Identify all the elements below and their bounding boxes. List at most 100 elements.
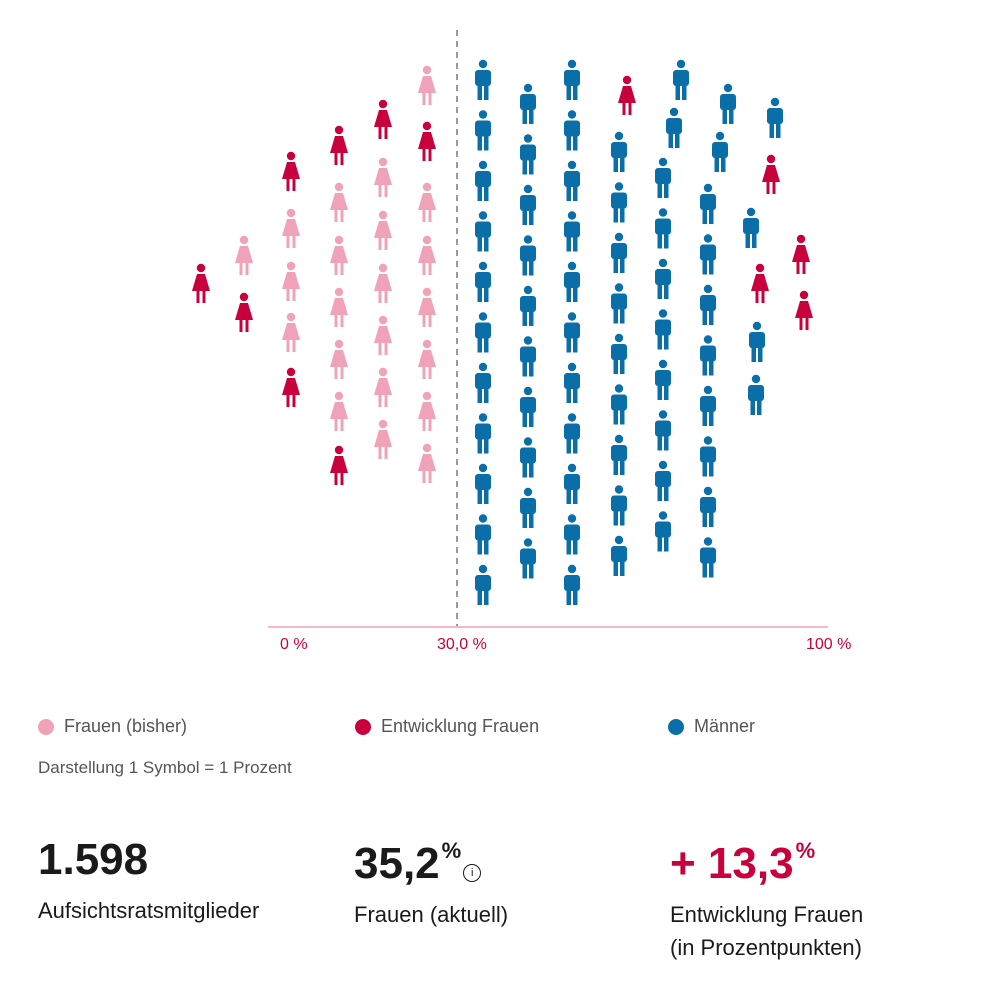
icon-woman-previous-5 bbox=[282, 312, 300, 352]
stat-women-change: + 13,3 % Entwicklung Frauen (in Prozentp… bbox=[670, 838, 863, 964]
icon-woman-previous-18 bbox=[374, 315, 392, 355]
icon-man-61 bbox=[712, 131, 728, 172]
legend-label-maenner: Männer bbox=[694, 716, 756, 736]
icon-man-62 bbox=[743, 207, 759, 248]
icon-man-46 bbox=[655, 410, 671, 451]
icon-woman-development-14 bbox=[330, 445, 348, 485]
stat-members: 1.598 Aufsichtsratsmitglieder bbox=[38, 838, 259, 927]
icon-man-23 bbox=[564, 160, 580, 201]
icon-man-56 bbox=[700, 537, 716, 578]
icon-man-9 bbox=[475, 514, 491, 555]
icon-man-43 bbox=[655, 258, 671, 299]
icon-woman-development-30 bbox=[618, 75, 636, 115]
legend-note: Darstellung 1 Symbol = 1 Prozent bbox=[38, 758, 292, 777]
icon-man-18 bbox=[520, 437, 536, 478]
icon-woman-previous-12 bbox=[330, 391, 348, 431]
icon-man-11 bbox=[520, 83, 536, 124]
icon-woman-development-0 bbox=[192, 263, 210, 303]
icon-man-19 bbox=[520, 487, 536, 528]
icon-man-52 bbox=[700, 335, 716, 376]
icon-woman-development-21 bbox=[374, 99, 392, 139]
icon-man-48 bbox=[655, 511, 671, 552]
info-icon[interactable]: i bbox=[463, 864, 482, 882]
icon-man-49 bbox=[700, 183, 716, 224]
icon-man-10 bbox=[475, 564, 491, 605]
icon-woman-previous-1 bbox=[235, 235, 253, 275]
legend-item-frauen-bisher: Frauen (bisher) bbox=[38, 716, 187, 737]
icon-woman-previous-8 bbox=[330, 182, 348, 222]
icon-man-60 bbox=[666, 107, 682, 148]
icon-man-28 bbox=[564, 413, 580, 454]
icon-man-12 bbox=[520, 134, 536, 175]
icon-man-24 bbox=[564, 211, 580, 252]
stat-women-current-value: 35,2 bbox=[354, 839, 440, 888]
icon-man-44 bbox=[655, 309, 671, 350]
icon-woman-previous-24 bbox=[418, 235, 436, 275]
icon-man-15 bbox=[520, 285, 536, 326]
icon-man-37 bbox=[611, 384, 627, 425]
stat-women-current-unit: % bbox=[441, 838, 462, 863]
axis-tick-0: 0 % bbox=[280, 636, 308, 653]
icon-man-5 bbox=[475, 312, 491, 353]
icon-man-53 bbox=[700, 385, 716, 426]
icon-woman-development-13 bbox=[330, 125, 348, 165]
icon-man-0 bbox=[475, 59, 491, 100]
icon-woman-development-31 bbox=[762, 154, 780, 194]
legend-item-maenner: Männer bbox=[668, 716, 755, 737]
icon-man-25 bbox=[564, 261, 580, 302]
icon-man-22 bbox=[564, 110, 580, 151]
icon-woman-development-34 bbox=[795, 290, 813, 330]
icon-woman-previous-10 bbox=[330, 287, 348, 327]
stat-women-change-label-line2: (in Prozentpunkten) bbox=[670, 935, 862, 960]
icon-man-58 bbox=[720, 83, 736, 124]
icon-man-47 bbox=[655, 460, 671, 501]
icon-man-42 bbox=[655, 208, 671, 249]
icon-man-51 bbox=[700, 284, 716, 325]
icon-man-31 bbox=[564, 564, 580, 605]
icon-man-36 bbox=[611, 333, 627, 374]
icon-woman-previous-4 bbox=[282, 261, 300, 301]
legend-dot-entwicklung-frauen bbox=[355, 718, 371, 735]
icon-woman-development-29 bbox=[418, 121, 436, 161]
icon-woman-previous-3 bbox=[282, 208, 300, 248]
icon-woman-development-33 bbox=[751, 263, 769, 303]
icon-man-6 bbox=[475, 362, 491, 403]
icon-man-27 bbox=[564, 362, 580, 403]
icon-man-2 bbox=[475, 160, 491, 201]
stat-women-change-label: Entwicklung Frauen (in Prozentpunkten) bbox=[670, 898, 863, 964]
axis-tick-30: 30,0 % bbox=[437, 636, 487, 653]
stat-women-current: 35,2 % i Frauen (aktuell) bbox=[354, 838, 508, 931]
legend-label-frauen-bisher: Frauen (bisher) bbox=[64, 716, 188, 736]
axis-baseline bbox=[268, 626, 828, 628]
icon-man-1 bbox=[475, 110, 491, 151]
icon-woman-previous-16 bbox=[374, 210, 392, 250]
icon-woman-previous-15 bbox=[374, 157, 392, 197]
icon-man-34 bbox=[611, 232, 627, 273]
pictogram-chart bbox=[192, 30, 828, 628]
icon-woman-previous-27 bbox=[418, 391, 436, 431]
icon-man-45 bbox=[655, 359, 671, 400]
icon-man-38 bbox=[611, 434, 627, 475]
icon-woman-previous-22 bbox=[418, 65, 436, 105]
stat-women-change-unit: % bbox=[795, 838, 816, 863]
icon-woman-previous-9 bbox=[330, 235, 348, 275]
icon-man-50 bbox=[700, 234, 716, 275]
icon-woman-previous-11 bbox=[330, 339, 348, 379]
icon-man-33 bbox=[611, 182, 627, 223]
icon-man-17 bbox=[520, 386, 536, 427]
icon-woman-development-2 bbox=[235, 292, 253, 332]
icon-man-13 bbox=[520, 184, 536, 225]
icon-man-4 bbox=[475, 261, 491, 302]
icon-man-14 bbox=[520, 235, 536, 276]
icon-man-54 bbox=[700, 436, 716, 477]
icon-man-7 bbox=[475, 413, 491, 454]
icon-man-21 bbox=[564, 59, 580, 100]
icon-man-30 bbox=[564, 514, 580, 555]
icon-man-41 bbox=[655, 157, 671, 198]
icon-man-55 bbox=[700, 486, 716, 527]
stat-women-change-label-line1: Entwicklung Frauen bbox=[670, 902, 864, 927]
icon-man-26 bbox=[564, 312, 580, 353]
legend-item-entwicklung-frauen: Entwicklung Frauen bbox=[355, 716, 539, 737]
icon-woman-previous-25 bbox=[418, 287, 436, 327]
icon-man-57 bbox=[673, 59, 689, 100]
